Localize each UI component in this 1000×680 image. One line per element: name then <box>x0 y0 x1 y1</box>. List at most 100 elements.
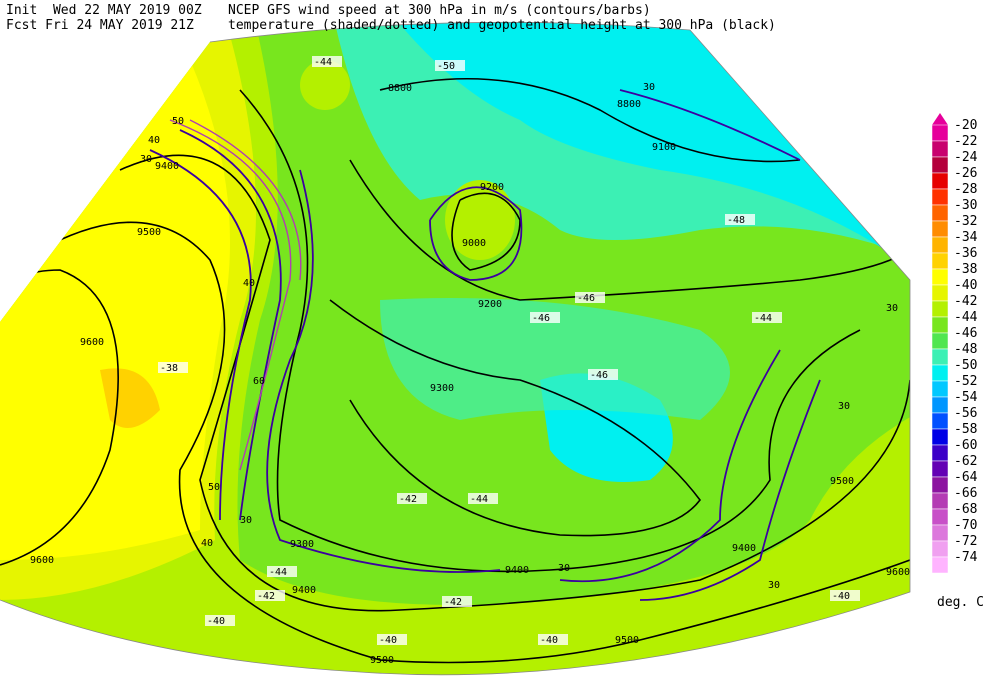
height-label: 9600 <box>80 337 104 348</box>
height-label: 9400 <box>505 565 529 576</box>
title-line-2: temperature (shaded/dotted) and geopoten… <box>228 18 776 33</box>
temperature-label: -40 <box>207 616 225 627</box>
colorbar-label: -32 <box>954 214 977 229</box>
label-box <box>312 56 342 67</box>
colorbar-box <box>931 540 949 558</box>
height-label: 9200 <box>478 299 502 310</box>
jet-core <box>169 119 302 471</box>
wind-label: 30 <box>886 303 898 314</box>
colorbar-box <box>931 444 949 462</box>
temperature-label: -42 <box>257 591 275 602</box>
label-box <box>442 596 472 607</box>
colorbar-label: -22 <box>954 134 977 149</box>
colorbar-label: -38 <box>954 262 977 277</box>
colorbar-box <box>931 236 949 254</box>
colorbar-label: -34 <box>954 230 978 245</box>
colorbar-label: -44 <box>954 310 978 325</box>
colorbar-label: -74 <box>954 550 978 565</box>
map-border <box>0 21 911 676</box>
label-box <box>397 493 427 504</box>
label-box <box>538 634 568 645</box>
height-label: 9300 <box>290 539 314 550</box>
colorbar-box <box>931 524 949 542</box>
colorbar-label: -72 <box>954 534 977 549</box>
colorbar-label: -64 <box>954 470 978 485</box>
colorbar-label: -52 <box>954 374 977 389</box>
wind-label: 30 <box>558 563 570 574</box>
colorbar-label: -70 <box>954 518 977 533</box>
colorbar-box <box>931 284 949 302</box>
colorbar-box <box>931 300 949 318</box>
colorbar-box <box>931 428 949 446</box>
label-box <box>468 493 498 504</box>
temperature-label: -40 <box>832 591 850 602</box>
wind-label: 40 <box>148 135 160 146</box>
label-box <box>205 615 235 626</box>
colorbar-label: -50 <box>954 358 977 373</box>
height-label: 9400 <box>155 161 179 172</box>
colorbar-label: -28 <box>954 182 977 197</box>
label-box <box>158 362 188 373</box>
colorbar-box <box>931 140 949 158</box>
temperature-label: -44 <box>754 313 772 324</box>
temperature-label: -40 <box>379 635 397 646</box>
wind-label: 30 <box>240 515 252 526</box>
colorbar-box <box>931 204 949 222</box>
colorbar-box <box>931 508 949 526</box>
colorbar-box <box>931 396 949 414</box>
temperature-label: -46 <box>532 313 550 324</box>
temperature-label: -42 <box>444 597 462 608</box>
height-label: 9000 <box>462 238 486 249</box>
wind-label: 30 <box>140 154 152 165</box>
wind-label: 40 <box>201 538 213 549</box>
height-label: 9500 <box>615 635 639 646</box>
label-box <box>377 634 407 645</box>
colorbar-label: -48 <box>954 342 977 357</box>
label-box <box>830 590 860 601</box>
colorbar-label: -24 <box>954 150 978 165</box>
wind-label: 50 <box>172 116 184 127</box>
height-label: 9500 <box>137 227 161 238</box>
colorbar-box <box>931 492 949 510</box>
colorbar-label: -30 <box>954 198 977 213</box>
label-box <box>725 214 755 225</box>
wind-contours <box>149 89 821 601</box>
colorbar-label: -68 <box>954 502 977 517</box>
temperature-label: -48 <box>727 215 745 226</box>
height-label: 8800 <box>617 99 641 110</box>
wind-label: 60 <box>253 376 265 387</box>
legend-unit: deg. C <box>937 595 984 610</box>
title-line-1: NCEP GFS wind speed at 300 hPa in m/s (c… <box>228 3 651 18</box>
height-label: 9600 <box>30 555 54 566</box>
temperature-label: -38 <box>160 363 178 374</box>
colorbar-label: -54 <box>954 390 978 405</box>
colorbar-label: -40 <box>954 278 977 293</box>
height-label: 8800 <box>388 83 412 94</box>
colorbar-box <box>931 556 949 574</box>
colorbar-label: -62 <box>954 454 977 469</box>
colorbar-arrow <box>932 113 948 125</box>
label-box <box>267 566 297 577</box>
colorbar-box <box>931 172 949 190</box>
colorbar-label: -36 <box>954 246 977 261</box>
colorbar-box <box>931 124 949 142</box>
height-label: 9400 <box>292 585 316 596</box>
forecast-time: Fcst Fri 24 MAY 2019 21Z <box>6 18 194 33</box>
colorbar-box <box>931 460 949 478</box>
colorbar-box <box>931 332 949 350</box>
colorbar-label: -46 <box>954 326 977 341</box>
wind-label: 30 <box>768 580 780 591</box>
temperature-label: -42 <box>399 494 417 505</box>
colorbar-label: -26 <box>954 166 977 181</box>
label-box <box>435 60 465 71</box>
colorbar-box <box>931 476 949 494</box>
label-box <box>575 292 605 303</box>
temperature-label: -44 <box>314 57 332 68</box>
colorbar-box <box>931 156 949 174</box>
height-label: 9500 <box>830 476 854 487</box>
label-box <box>752 312 782 323</box>
wind-label: 30 <box>643 82 655 93</box>
colorbar-label: -20 <box>954 118 977 133</box>
